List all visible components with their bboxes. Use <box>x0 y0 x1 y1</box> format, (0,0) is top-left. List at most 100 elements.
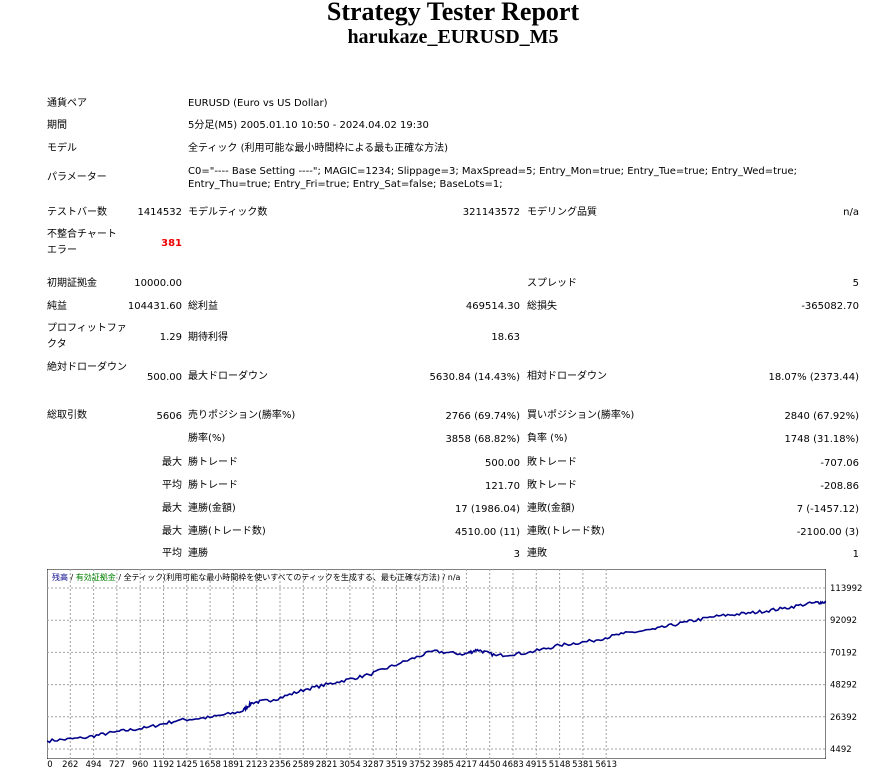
max-prefix-3: 最大 <box>162 526 182 537</box>
max-cons-lossamt-label: 連敗(トレード数) <box>527 526 605 537</box>
legend-quality: n/a <box>448 573 461 582</box>
pf-value: 1.29 <box>159 332 182 343</box>
avg-prefix-1: 平均 <box>162 480 182 491</box>
legend-balance: 残高 <box>52 572 68 582</box>
bars-label: テストバー数 <box>47 207 107 218</box>
balance-chart: 残高 / 有効証拠金 / 全ティック(利用可能な最小時間枠を使いすべてのティック… <box>47 569 826 759</box>
x-tick-label: 2589 <box>292 760 314 768</box>
short-value: 2766 (69.74%) <box>445 411 520 422</box>
abs-dd-label: 絶対ドローダウン <box>47 362 127 373</box>
page-title: Strategy Tester Report <box>326 0 580 26</box>
pf-label: プロフィットファクタ <box>47 323 127 350</box>
max-cons-win-label: 連勝(金額) <box>188 503 236 514</box>
x-tick-label: 2356 <box>269 760 291 768</box>
legend-sep-2: / <box>116 573 124 582</box>
legend-sep-3: / <box>440 573 448 582</box>
pair-value: EURUSD (Euro vs US Dollar) <box>188 98 328 109</box>
avg-cons-loss-label: 連敗 <box>527 548 547 559</box>
expected-value: 18.63 <box>491 332 520 343</box>
params-label: パラメーター <box>47 172 107 183</box>
y-tick-label: 48292 <box>830 681 857 691</box>
expected-label: 期待利得 <box>188 332 228 343</box>
loss-rate-label: 負率 (%) <box>527 433 568 444</box>
max-cons-lossamt-value: -2100.00 (3) <box>796 527 859 538</box>
x-tick-label: 3985 <box>432 760 454 768</box>
x-tick-label: 494 <box>85 760 101 768</box>
max-cons-loss-label: 連敗(金額) <box>527 503 575 514</box>
x-tick-label: 3287 <box>362 760 384 768</box>
loss-rate-value: 1748 (31.18%) <box>784 434 859 445</box>
gross-loss-label: 総損失 <box>527 301 557 312</box>
legend-sep-1: / <box>68 573 76 582</box>
win-rate-value: 3858 (68.82%) <box>445 434 520 445</box>
y-tick-label: 26392 <box>830 713 857 723</box>
mismatch-value: 381 <box>161 238 182 249</box>
page-subtitle: harukaze_EURUSD_M5 <box>347 26 559 48</box>
chart-legend: 残高 / 有効証拠金 / 全ティック(利用可能な最小時間枠を使いすべてのティック… <box>52 572 461 582</box>
avg-win-value: 121.70 <box>485 481 520 492</box>
largest-loss-value: -707.06 <box>820 458 859 469</box>
x-tick-label: 1192 <box>153 760 175 768</box>
avg-prefix-2: 平均 <box>162 548 182 559</box>
gross-profit-label: 総利益 <box>188 301 218 312</box>
largest-win-value: 500.00 <box>485 458 520 469</box>
x-tick-label: 0 <box>47 760 52 768</box>
avg-cons-win-label: 連勝 <box>188 548 208 559</box>
x-tick-label: 2821 <box>316 760 338 768</box>
deposit-label: 初期証拠金 <box>47 278 97 289</box>
avg-cons-loss-value: 1 <box>852 549 859 560</box>
gross-profit-value: 469514.30 <box>465 301 520 312</box>
y-tick-label: 70192 <box>830 648 857 658</box>
spread-label: スプレッド <box>527 278 577 289</box>
x-tick-label: 3752 <box>409 760 431 768</box>
abs-dd-value: 500.00 <box>147 372 182 383</box>
long-value: 2840 (67.92%) <box>784 411 859 422</box>
bars-value: 1414532 <box>137 207 182 218</box>
trades-value: 5606 <box>156 411 182 422</box>
max-cons-profit-label: 連勝(トレード数) <box>188 526 266 537</box>
largest-win-label: 勝トレード <box>188 457 238 468</box>
x-tick-label: 4450 <box>479 760 501 768</box>
max-cons-win-value: 17 (1986.04) <box>454 504 520 515</box>
params-value: C0="---- Base Setting ----"; MAGIC=1234;… <box>188 166 798 190</box>
spread-value: 5 <box>852 278 859 289</box>
chart-frame <box>47 569 826 759</box>
rel-dd-value: 18.07% (2373.44) <box>768 372 859 383</box>
largest-loss-label: 敗トレード <box>527 457 577 468</box>
long-label: 買いポジション(勝率%) <box>527 410 635 421</box>
x-tick-label: 3054 <box>339 760 361 768</box>
legend-equity: 有効証拠金 <box>76 572 116 582</box>
x-tick-label: 5148 <box>549 760 571 768</box>
x-tick-label: 1891 <box>223 760 245 768</box>
ticks-value: 321143572 <box>462 207 520 218</box>
model-label: モデル <box>47 143 77 154</box>
gross-loss-value: -365082.70 <box>801 301 859 312</box>
ticks-label: モデルティック数 <box>188 207 268 218</box>
x-tick-label: 1425 <box>176 760 198 768</box>
period-label: 期間 <box>47 120 67 131</box>
balance-series-line <box>47 600 826 744</box>
period-value: 5分足(M5) 2005.01.10 10:50 - 2024.04.02 19… <box>188 120 429 131</box>
max-dd-label: 最大ドローダウン <box>188 371 268 382</box>
avg-cons-win-value: 3 <box>513 549 520 560</box>
x-tick-label: 960 <box>132 760 148 768</box>
max-prefix-1: 最大 <box>162 457 182 468</box>
max-cons-profit-value: 4510.00 (11) <box>454 527 520 538</box>
max-dd-value: 5630.84 (14.43%) <box>429 372 520 383</box>
max-prefix-2: 最大 <box>162 503 182 514</box>
x-tick-label: 5381 <box>572 760 594 768</box>
avg-win-label: 勝トレード <box>188 480 238 491</box>
x-tick-label: 2123 <box>246 760 268 768</box>
x-tick-label: 727 <box>109 760 125 768</box>
short-label: 売りポジション(勝率%) <box>188 410 296 421</box>
x-tick-label: 4683 <box>502 760 524 768</box>
y-tick-label: 113992 <box>830 584 862 594</box>
x-tick-label: 262 <box>62 760 78 768</box>
pair-label: 通貨ペア <box>47 98 87 109</box>
win-rate-label: 勝率(%) <box>188 433 226 444</box>
y-tick-label: 92092 <box>830 616 857 626</box>
mismatch-label: 不整合チャート エラー <box>47 229 117 256</box>
net-label: 純益 <box>47 301 67 312</box>
x-tick-label: 4915 <box>525 760 547 768</box>
quality-label: モデリング品質 <box>527 207 597 218</box>
